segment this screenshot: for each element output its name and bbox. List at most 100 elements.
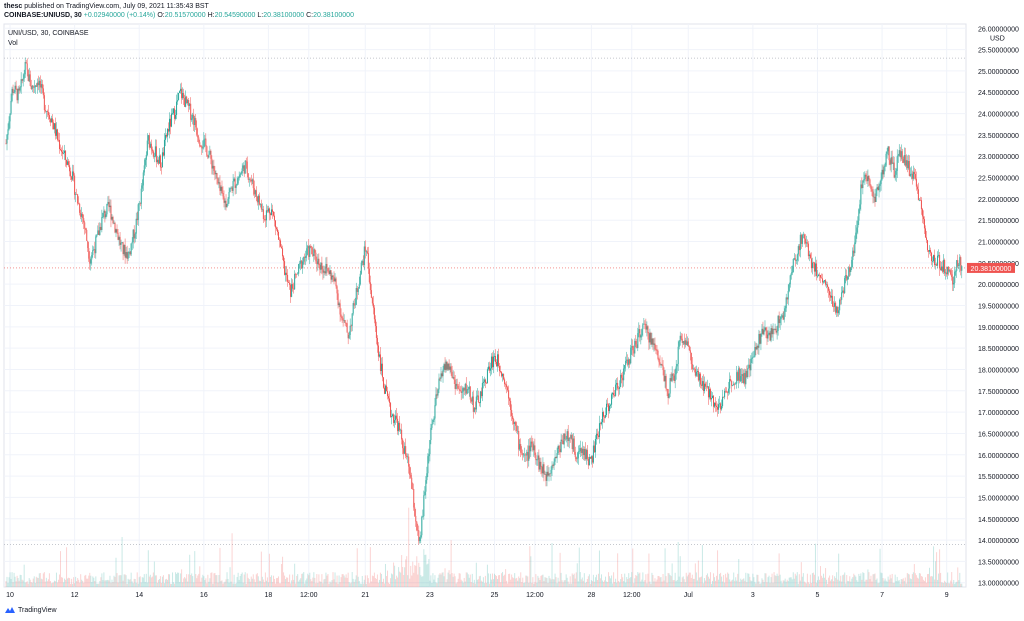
candle-body (213, 165, 215, 171)
volume-bar (825, 568, 827, 587)
candle-body (410, 474, 412, 478)
volume-bar (227, 578, 229, 587)
candle-body (289, 282, 291, 285)
candle-body (555, 457, 557, 459)
volume-bar (758, 581, 760, 587)
price-chart[interactable]: 26.0000000025.5000000025.0000000024.5000… (0, 0, 1024, 606)
candle-body (700, 384, 702, 386)
volume-bar (336, 575, 338, 587)
candle-body (319, 265, 321, 270)
candle-body (915, 178, 917, 187)
price-tick-label: 25.00000000 (978, 69, 1019, 76)
tradingview-logo[interactable]: TradingView (4, 606, 57, 614)
candle-body (887, 146, 889, 152)
candle-body (487, 366, 489, 370)
candle-body (468, 386, 470, 390)
candle-body (837, 306, 839, 314)
volume-bar (671, 563, 673, 587)
candle-body (680, 335, 682, 339)
candle-body (418, 530, 420, 542)
candle-body (156, 159, 158, 163)
candle-body (907, 160, 909, 169)
volume-bar (248, 579, 250, 587)
candle-body (571, 435, 573, 450)
volume-bar (834, 576, 836, 587)
candle-body (598, 423, 600, 437)
price-tick-label: 21.50000000 (978, 218, 1019, 225)
candle-body (210, 150, 212, 159)
volume-bar (579, 572, 581, 587)
price-axis[interactable]: 26.0000000025.5000000025.0000000024.5000… (967, 26, 1019, 588)
candle-body (464, 383, 466, 391)
candle-body (469, 386, 471, 400)
candle-body (114, 222, 116, 233)
volume-bar (108, 580, 110, 587)
price-tick-label: 14.50000000 (978, 517, 1019, 524)
volume-bar (798, 574, 800, 587)
candle-body (560, 439, 562, 453)
volume-bar (879, 548, 881, 587)
candle-body (411, 477, 413, 489)
publisher-name[interactable]: thesc (4, 3, 23, 10)
candle-body (136, 218, 138, 221)
low-value: 20.38100000 (263, 12, 305, 19)
candle-body (279, 239, 281, 241)
candle-body (384, 385, 386, 394)
candle-body (925, 237, 927, 241)
volume-bar (285, 579, 287, 587)
volume-bar (558, 581, 560, 587)
volume-bar (769, 582, 771, 587)
volume-bar (546, 578, 548, 587)
volume-bar (496, 575, 498, 587)
volume-bar (684, 582, 686, 587)
candle-body (424, 491, 426, 496)
volume-bar (656, 579, 658, 587)
volume-bar (279, 583, 281, 587)
candle-body (716, 405, 718, 407)
candle-body (445, 361, 447, 370)
candle-body (298, 264, 300, 274)
volume-bar (714, 577, 716, 587)
candle-body (95, 236, 97, 254)
volume-bar (377, 582, 379, 587)
volume-bar (895, 580, 897, 587)
volume-bar (904, 577, 906, 587)
candle-body (814, 263, 816, 272)
volume-bar (930, 576, 932, 587)
candle-body (496, 361, 498, 367)
volume-bar (626, 577, 628, 587)
volume-bar (704, 580, 706, 587)
candle-body (330, 270, 332, 280)
volume-bar (254, 582, 256, 587)
candle-body (572, 438, 574, 450)
candle-body (590, 456, 592, 459)
candle-body (176, 101, 178, 115)
candle-body (144, 159, 146, 166)
volume-bar (112, 581, 114, 587)
volume-bar (693, 578, 695, 587)
volume-bar (396, 575, 398, 587)
candle-body (125, 252, 127, 258)
candle-body (376, 337, 378, 346)
volume-bar (431, 582, 433, 587)
candle-body (62, 151, 64, 154)
candle-body (645, 323, 647, 330)
candle-body (75, 194, 77, 195)
candle-body (90, 259, 92, 264)
volume-bar (553, 579, 555, 587)
candles[interactable] (5, 57, 963, 545)
candle-body (394, 420, 396, 423)
volume-bar (513, 578, 515, 587)
volume-bar (710, 583, 712, 587)
volume-bar (273, 578, 275, 587)
candle-body (938, 254, 940, 256)
volume-bar (887, 576, 889, 587)
time-axis[interactable]: 10 12 14 16 18 12:00 21 23 25 12:00 28 12:00 Jul 3 5 7 9 (6, 592, 949, 599)
volume-bar (98, 583, 100, 587)
volume-bar (844, 572, 846, 587)
volume-bar (521, 582, 523, 587)
volume-bar (243, 574, 245, 587)
volume-bar (448, 570, 450, 587)
volume-bar (697, 560, 699, 587)
volume-bar (530, 556, 532, 587)
